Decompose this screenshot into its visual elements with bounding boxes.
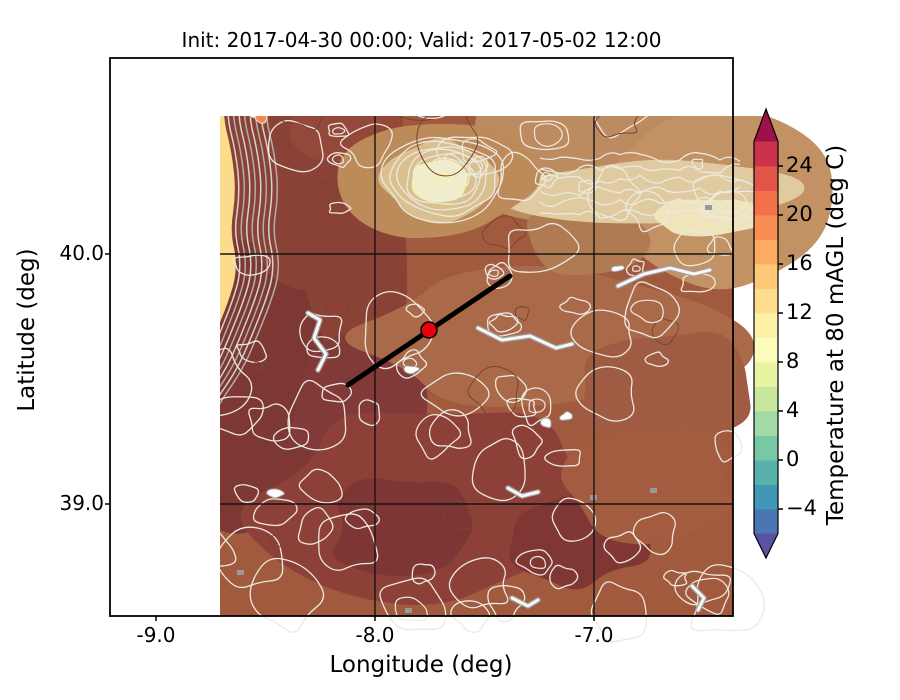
y-tick-label: 40.0 bbox=[59, 241, 104, 265]
x-tick-label: -8.0 bbox=[355, 623, 395, 647]
y-axis-label: Latitude (deg) bbox=[14, 248, 40, 412]
colorbar-tick-label: 24 bbox=[786, 153, 813, 177]
colorbar bbox=[753, 107, 783, 560]
plot-title: Init: 2017-04-30 00:00; Valid: 2017-05-0… bbox=[181, 28, 662, 52]
x-axis-label: Longitude (deg) bbox=[329, 652, 513, 678]
axes-border bbox=[109, 57, 734, 617]
colorbar-tick-label: 12 bbox=[786, 300, 813, 324]
x-tick-label: -7.0 bbox=[574, 623, 614, 647]
colorbar-tick-label: 8 bbox=[786, 349, 800, 373]
colorbar-label: Temperature at 80 mAGL (deg C) bbox=[823, 144, 849, 526]
colorbar-tick-label: 16 bbox=[786, 251, 813, 275]
colorbar-tick-label: 0 bbox=[786, 447, 800, 471]
x-tick-label: -9.0 bbox=[136, 623, 176, 647]
colorbar-tick-label: 4 bbox=[786, 398, 800, 422]
y-tick-label: 39.0 bbox=[59, 491, 104, 515]
colorbar-tick-label: −4 bbox=[786, 496, 817, 520]
location-marker bbox=[420, 321, 438, 339]
map-area bbox=[220, 116, 833, 643]
colorbar-tick-label: 20 bbox=[786, 202, 813, 226]
